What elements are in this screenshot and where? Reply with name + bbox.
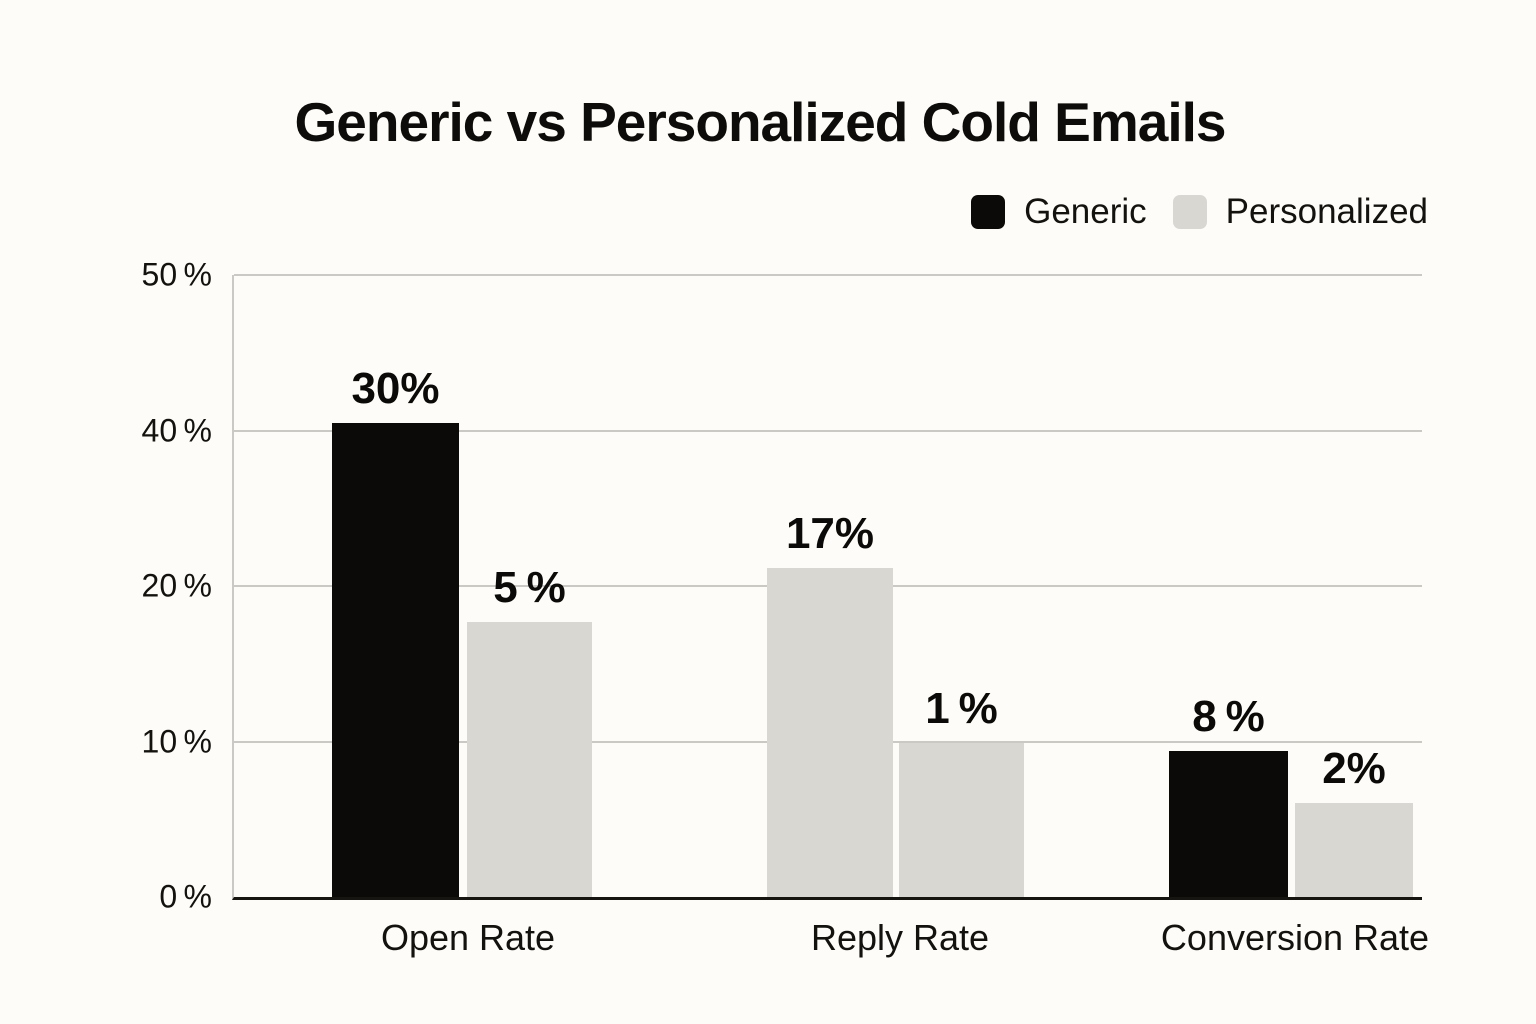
legend-label-generic: Generic: [1024, 192, 1147, 231]
legend-swatch-personalized-icon: [1172, 195, 1207, 229]
legend-label-personalized: Personalized: [1225, 192, 1428, 231]
y-axis-tick-label: 20 %: [141, 567, 212, 604]
bar-conversion-rate-personalized: [1295, 803, 1413, 897]
bar-value-label: 1 %: [925, 684, 998, 733]
y-axis-tick-label: 50 %: [141, 256, 212, 293]
legend-item-personalized: Personalized: [1172, 192, 1428, 232]
bar-value-label: 5 %: [493, 563, 566, 612]
x-axis-label-open-rate: Open Rate: [380, 917, 556, 958]
y-axis-tick-label: 10 %: [141, 723, 212, 759]
x-axis-label-reply-rate: Reply Rate: [810, 917, 990, 958]
bar-value-label: 17%: [785, 509, 875, 558]
chart-title: Generic vs Personalized Cold Emails: [294, 91, 1227, 153]
legend-item-generic: Generic: [971, 192, 1147, 232]
legend-swatch-generic-icon: [971, 195, 1006, 229]
y-axis-tick-label: 40 %: [141, 412, 212, 448]
y-axis-tick-label: 0 %: [159, 878, 212, 915]
bar-reply-rate-generic: [767, 568, 893, 897]
bar-value-label: 8 %: [1192, 692, 1265, 741]
legend: Generic Personalized: [971, 190, 1428, 234]
gridline: [234, 274, 1422, 276]
bar-reply-rate-personalized: [899, 743, 1024, 897]
bar-value-label: 30%: [351, 364, 440, 413]
gridline: [234, 429, 1422, 432]
bar-value-label: 2%: [1322, 744, 1386, 793]
plot-area: 30% 5 % 17% 1 % 8 % 2% Open Rate Reply Rate Conv…: [232, 274, 1429, 958]
bar-conversion-rate-generic: [1169, 751, 1288, 897]
x-axis-label-conversion-rate: Conversion Rate: [1160, 917, 1430, 958]
y-axis-labels: 50 % 40 % 20 % 10 % 0 %: [90, 257, 212, 915]
bar-open-rate-generic: [332, 423, 459, 897]
bar-open-rate-personalized: [467, 622, 592, 897]
